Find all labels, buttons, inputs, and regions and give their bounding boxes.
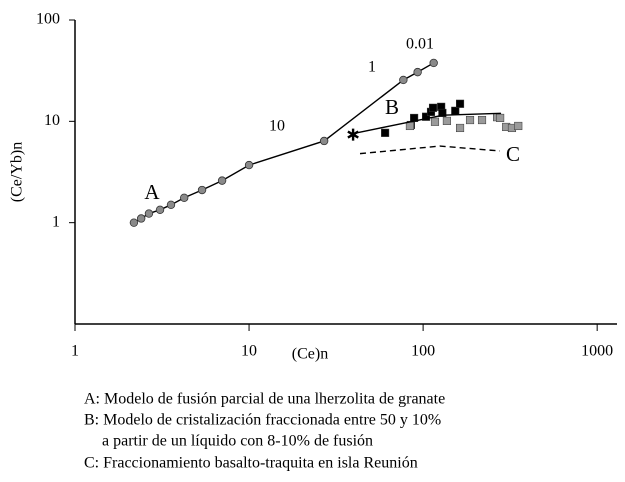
point — [347, 128, 359, 141]
point — [405, 121, 414, 131]
x-tick-label: 100 — [411, 343, 435, 360]
point — [465, 115, 475, 125]
point — [430, 117, 440, 126]
point — [217, 176, 227, 185]
legend-text: a partir de un líquido con 8-10% de fusi… — [102, 433, 373, 450]
annotation: B — [385, 95, 399, 119]
x-tick-label: 10 — [241, 343, 257, 360]
series-line — [353, 112, 501, 135]
annotation: C — [506, 142, 520, 166]
point — [155, 205, 165, 214]
x-tick-label: 1000 — [581, 343, 613, 360]
point — [129, 218, 139, 227]
y-tick-label: 1 — [52, 213, 60, 230]
point — [319, 136, 329, 146]
x-axis-label: (Ce)n — [292, 346, 328, 363]
point — [442, 116, 451, 125]
series-line — [359, 145, 500, 155]
point — [438, 108, 447, 117]
point — [455, 99, 465, 108]
point — [422, 112, 431, 121]
point — [413, 67, 422, 77]
point — [136, 214, 146, 223]
y-axis-label: (Ce/Yb)n — [9, 142, 26, 202]
annotation: 0.01 — [406, 36, 434, 53]
point — [514, 121, 523, 131]
point — [477, 115, 487, 125]
point — [429, 58, 438, 68]
point — [455, 123, 465, 133]
point — [451, 106, 460, 115]
point — [244, 160, 254, 170]
annotation: A — [144, 180, 160, 204]
annotation: 1 — [368, 59, 376, 76]
point — [197, 185, 207, 195]
annotation: 10 — [269, 118, 285, 135]
x-tick-label: 1 — [71, 343, 79, 360]
legend-text: A: Modelo de fusión parcial de una lherz… — [84, 391, 445, 408]
point — [179, 193, 189, 202]
point — [381, 128, 390, 137]
point — [144, 209, 154, 218]
point — [496, 113, 505, 122]
point — [399, 75, 408, 85]
y-tick-label: 10 — [44, 112, 60, 129]
point — [166, 200, 176, 210]
legend-text: C: Fraccionamiento basalto-traquita en i… — [84, 455, 418, 472]
y-tick-label: 100 — [36, 11, 60, 28]
series-line — [133, 62, 435, 224]
point — [428, 103, 438, 112]
legend-text: B: Modelo de cristalización fraccionada … — [84, 412, 441, 429]
